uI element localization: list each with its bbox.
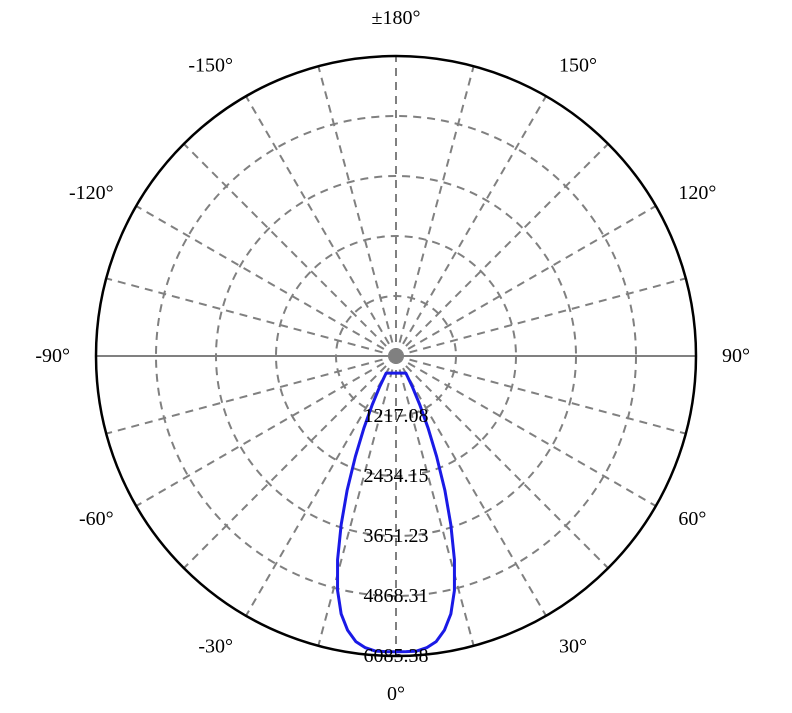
angle-label: 120° xyxy=(678,182,716,204)
polar-grid xyxy=(96,56,696,656)
angle-label: 0° xyxy=(387,683,405,705)
angle-label: 60° xyxy=(678,508,706,530)
angle-label: 150° xyxy=(559,55,597,77)
angle-label: -60° xyxy=(79,508,114,530)
angle-label: ±180° xyxy=(372,7,421,29)
radial-label: 3651.23 xyxy=(364,525,429,547)
radial-label: 6085.38 xyxy=(364,645,429,667)
radial-label: 4868.31 xyxy=(364,585,429,607)
radial-label: 1217.08 xyxy=(364,405,429,427)
angle-label: -150° xyxy=(188,55,233,77)
angle-label: -120° xyxy=(69,182,114,204)
polar-chart: ±180° -150° 150° -120° 120° -90° 90° -60° 60° -30… xyxy=(0,0,792,713)
angle-label: 90° xyxy=(722,345,750,367)
angle-label: -30° xyxy=(198,635,233,657)
angle-label: -90° xyxy=(35,345,70,367)
angle-label: 30° xyxy=(559,635,587,657)
radial-label: 2434.15 xyxy=(364,465,429,487)
